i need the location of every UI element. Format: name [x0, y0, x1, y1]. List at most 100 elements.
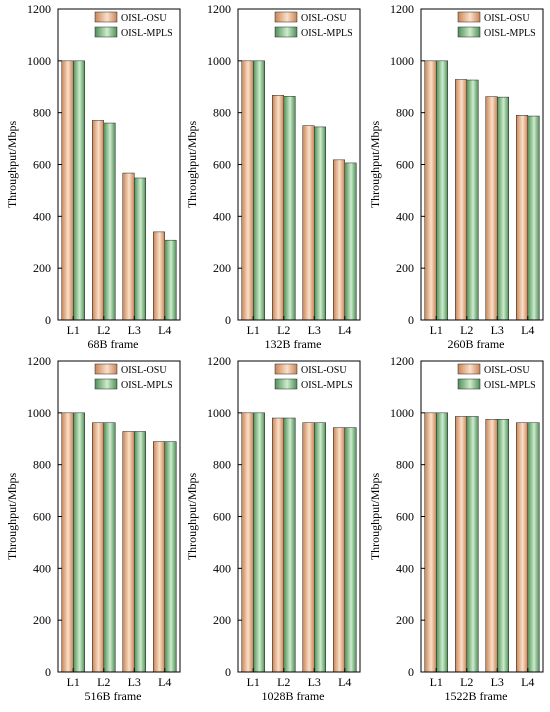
x-tick-label: L2 — [277, 675, 290, 689]
y-tick-label: 0 — [45, 313, 51, 327]
y-tick-label: 800 — [396, 106, 414, 120]
bar-oisl-osu-l1 — [424, 60, 437, 321]
y-tick-label: 400 — [33, 209, 51, 223]
bar-oisl-mpls-l2 — [466, 79, 479, 321]
y-tick-label: 1200 — [207, 354, 231, 368]
y-tick-label: 800 — [213, 106, 231, 120]
y-tick-label: 600 — [213, 158, 231, 172]
y-axis-label: Throughput/Mbps — [5, 473, 19, 561]
bar-oisl-osu-l3 — [485, 419, 498, 673]
legend-label-oisl-osu: OISL-OSU — [301, 365, 347, 376]
x-tick-label: L4 — [338, 675, 351, 689]
x-tick-label: L4 — [158, 323, 171, 337]
y-tick-label: 1200 — [27, 2, 51, 16]
y-tick-label: 400 — [33, 561, 51, 575]
bar-oisl-mpls-l4 — [527, 115, 540, 321]
legend: OISL-OSU OISL-MPLS — [457, 363, 536, 391]
x-tick-label: L4 — [521, 323, 534, 337]
legend-label-oisl-osu: OISL-OSU — [484, 365, 530, 376]
legend-label-oisl-mpls: OISL-MPLS — [301, 28, 353, 39]
y-tick-label: 1000 — [207, 54, 231, 68]
bar-oisl-osu-l3 — [302, 125, 315, 321]
bar-oisl-mpls-l3 — [497, 419, 509, 673]
y-axis-label: Throughput/Mbps — [368, 473, 382, 561]
bar-oisl-osu-l2 — [455, 416, 467, 673]
chart-panel-1: L1 L2 L3 L4 0 200 400 600 800 1000 1200 Throughput/… — [5, 2, 181, 351]
bar-oisl-osu-l3 — [485, 96, 498, 321]
chart-panel-2: L1 L2 L3 L4 0 200 400 600 800 1000 1200 Throughput/… — [185, 2, 361, 351]
legend-label-oisl-mpls: OISL-MPLS — [121, 380, 173, 391]
legend: OISL-OSU OISL-MPLS — [274, 11, 353, 39]
bar-oisl-mpls-l3 — [314, 422, 326, 673]
bar-oisl-osu-l4 — [516, 115, 528, 321]
y-tick-label: 200 — [396, 613, 414, 627]
x-tick-label: L2 — [277, 323, 290, 337]
bar-oisl-mpls-l2 — [283, 96, 296, 321]
bar-oisl-osu-l4 — [153, 231, 165, 321]
bar-oisl-osu-l4 — [153, 441, 165, 673]
legend-swatch-oisl-mpls — [274, 26, 298, 38]
bar-oisl-mpls-l3 — [497, 96, 509, 321]
y-tick-label: 200 — [396, 261, 414, 275]
chart-panel-5: L1 L2 L3 L4 0 200 400 600 800 1000 1200 Throughput/… — [185, 354, 361, 703]
bar-oisl-mpls-l2 — [283, 417, 296, 673]
y-tick-label: 400 — [396, 209, 414, 223]
y-tick-label: 1200 — [390, 354, 414, 368]
legend-swatch-oisl-osu — [274, 11, 298, 23]
x-tick-label: L4 — [338, 323, 351, 337]
bar-oisl-osu-l2 — [92, 422, 104, 673]
y-tick-label: 600 — [396, 510, 414, 524]
bar-oisl-osu-l4 — [516, 422, 528, 673]
bar-oisl-mpls-l1 — [253, 412, 265, 673]
y-axis-label: Throughput/Mbps — [368, 121, 382, 209]
bar-oisl-mpls-l4 — [344, 427, 357, 673]
x-tick-label: L2 — [97, 323, 110, 337]
y-tick-label: 800 — [33, 106, 51, 120]
y-tick-label: 200 — [33, 613, 51, 627]
y-tick-label: 0 — [225, 313, 231, 327]
y-tick-label: 800 — [213, 458, 231, 472]
legend-swatch-oisl-mpls — [94, 26, 118, 38]
x-tick-label: L1 — [430, 675, 443, 689]
bar-oisl-mpls-l3 — [314, 126, 326, 321]
legend-label-oisl-mpls: OISL-MPLS — [121, 28, 173, 39]
x-tick-label: L3 — [128, 675, 141, 689]
y-tick-label: 600 — [33, 158, 51, 172]
bar-oisl-mpls-l1 — [436, 412, 448, 673]
bar-oisl-mpls-l4 — [164, 239, 177, 321]
y-tick-label: 0 — [225, 665, 231, 679]
x-tick-label: L1 — [247, 675, 260, 689]
y-tick-label: 600 — [33, 510, 51, 524]
bar-oisl-osu-l1 — [241, 412, 254, 673]
bar-oisl-mpls-l4 — [344, 162, 357, 321]
x-axis-label: 260B frame — [448, 337, 505, 351]
y-tick-label: 200 — [33, 261, 51, 275]
y-tick-label: 600 — [213, 510, 231, 524]
y-tick-label: 1200 — [207, 2, 231, 16]
legend-label-oisl-osu: OISL-OSU — [484, 13, 530, 24]
y-tick-label: 1000 — [390, 54, 414, 68]
legend-label-oisl-mpls: OISL-MPLS — [484, 380, 536, 391]
legend-swatch-oisl-mpls — [94, 378, 118, 390]
bar-oisl-osu-l1 — [61, 60, 74, 321]
bar-oisl-mpls-l2 — [103, 122, 116, 321]
x-axis-label: 516B frame — [85, 689, 142, 703]
bar-oisl-mpls-l2 — [466, 416, 479, 673]
x-tick-label: L1 — [430, 323, 443, 337]
legend-swatch-oisl-osu — [457, 363, 481, 375]
legend: OISL-OSU OISL-MPLS — [274, 363, 353, 391]
y-tick-label: 200 — [213, 613, 231, 627]
legend-swatch-oisl-osu — [94, 11, 118, 23]
bar-oisl-mpls-l1 — [436, 60, 448, 321]
bar-oisl-osu-l1 — [241, 60, 254, 321]
bar-oisl-osu-l3 — [302, 422, 315, 673]
x-tick-label: L4 — [521, 675, 534, 689]
legend: OISL-OSU OISL-MPLS — [94, 363, 173, 391]
bar-oisl-osu-l1 — [61, 412, 74, 673]
legend-label-oisl-mpls: OISL-MPLS — [484, 28, 536, 39]
y-tick-label: 1000 — [207, 406, 231, 420]
y-tick-label: 600 — [396, 158, 414, 172]
bar-oisl-mpls-l3 — [134, 177, 146, 321]
chart-panel-4: L1 L2 L3 L4 0 200 400 600 800 1000 1200 Throughput/… — [5, 354, 181, 703]
x-axis-label: 1522B frame — [445, 689, 508, 703]
